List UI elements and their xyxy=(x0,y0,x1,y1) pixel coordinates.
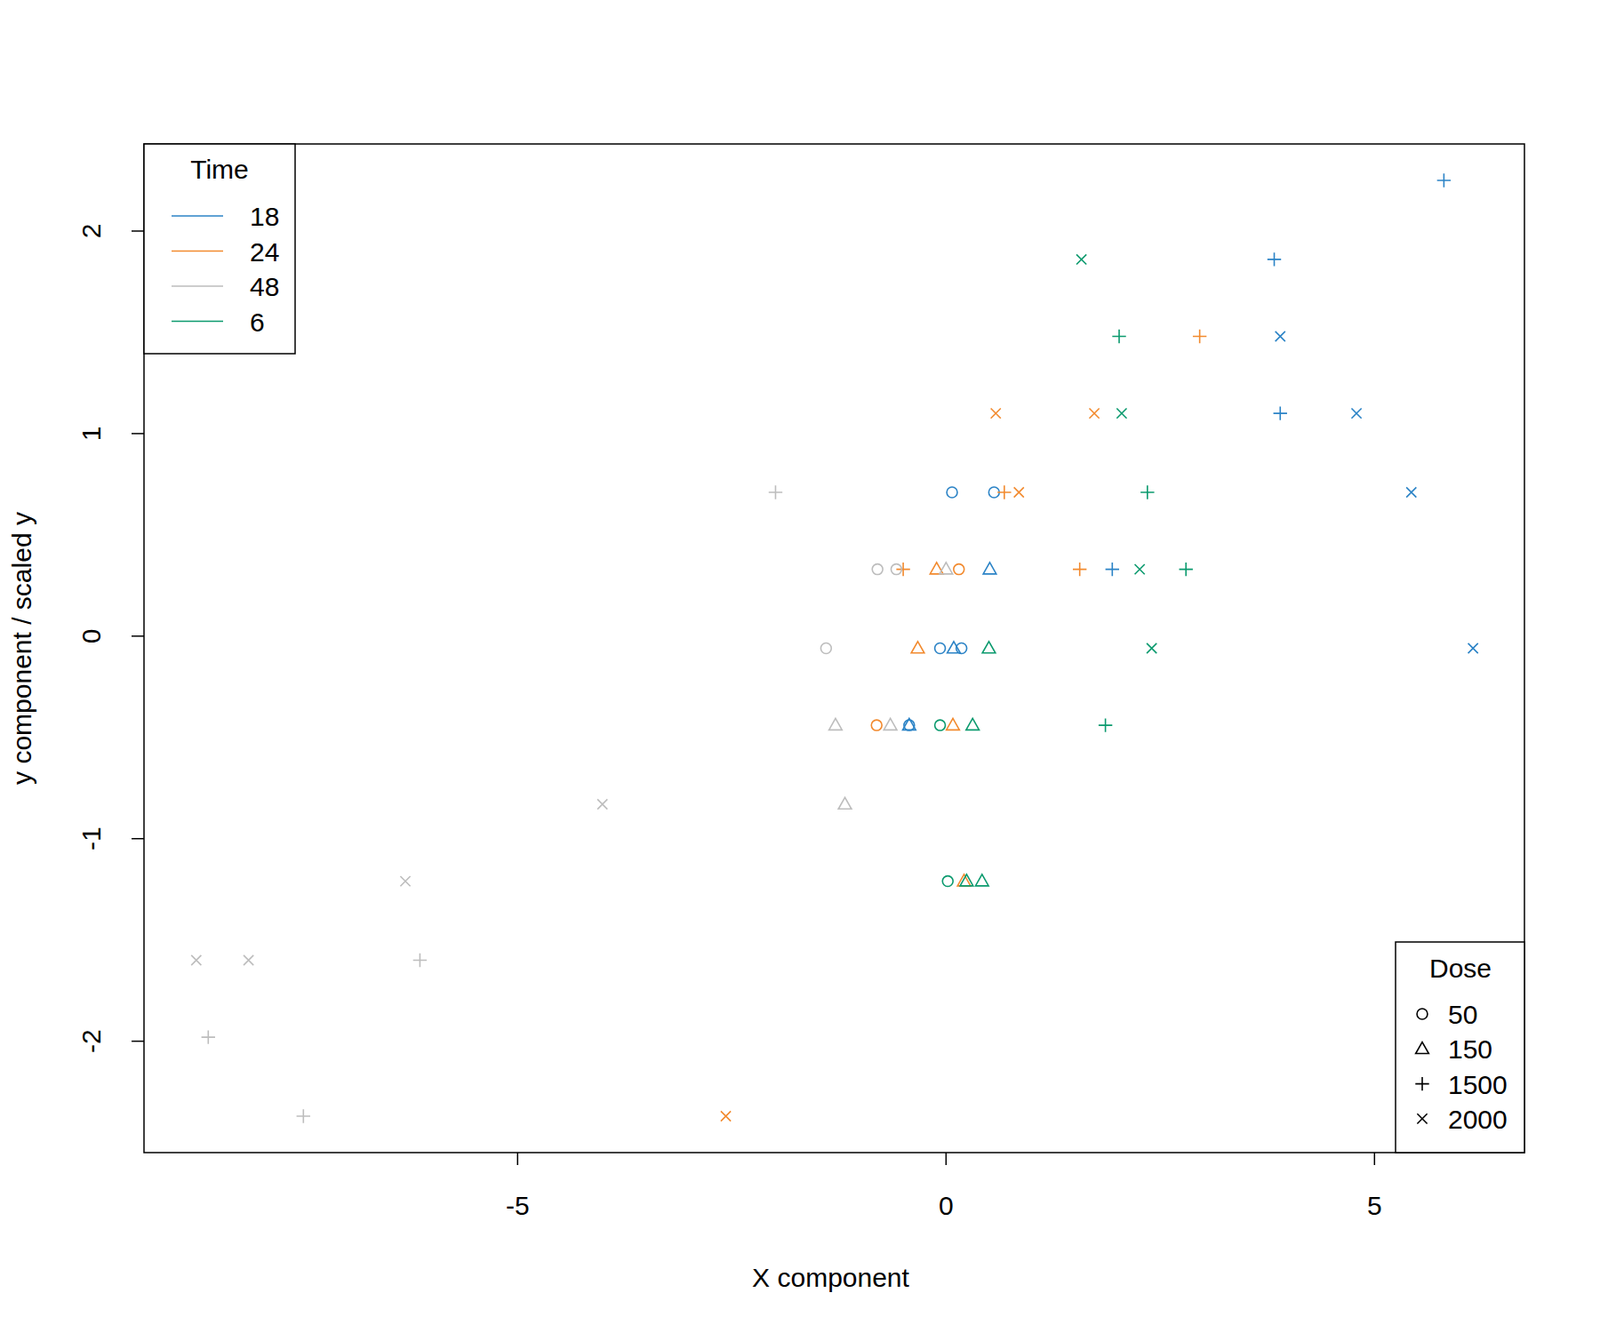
x-tick xyxy=(517,1152,520,1166)
y-tick xyxy=(131,635,144,638)
point xyxy=(982,641,996,654)
point xyxy=(953,564,965,576)
point xyxy=(946,718,960,730)
y-tick-label: 0 xyxy=(76,628,106,644)
point xyxy=(1275,331,1286,342)
point xyxy=(1273,406,1288,420)
point xyxy=(296,1109,311,1123)
point xyxy=(1105,562,1120,576)
point xyxy=(997,485,1011,499)
plot-frame xyxy=(144,144,1525,1153)
point xyxy=(413,953,427,968)
point xyxy=(1014,487,1024,497)
point xyxy=(947,641,961,654)
point xyxy=(960,874,974,887)
point xyxy=(991,408,1001,419)
point xyxy=(872,564,883,576)
y-tick xyxy=(131,432,144,435)
point xyxy=(890,564,902,576)
legend-swatch xyxy=(171,250,224,253)
y-tick xyxy=(131,1040,144,1043)
point xyxy=(829,718,843,730)
y-tick xyxy=(131,838,144,840)
point xyxy=(1192,329,1207,344)
point xyxy=(1468,643,1479,654)
legend-label: 48 xyxy=(249,272,280,302)
y-tick xyxy=(131,230,144,232)
point xyxy=(956,643,968,655)
x-tick xyxy=(1374,1152,1376,1166)
point xyxy=(597,799,608,809)
point xyxy=(975,874,989,887)
point xyxy=(935,720,946,731)
legend-box xyxy=(144,144,296,354)
y-axis-label: y component / scaled y xyxy=(7,512,37,785)
point xyxy=(1088,408,1099,419)
point xyxy=(243,955,254,966)
point xyxy=(768,485,783,499)
points xyxy=(191,173,1479,1123)
legend-swatch xyxy=(171,320,224,323)
legend-label: 24 xyxy=(249,237,280,267)
legend-marker xyxy=(1415,1077,1429,1091)
x-tick-label: -5 xyxy=(505,1191,530,1221)
legend-swatch xyxy=(171,285,224,288)
point xyxy=(1116,408,1127,419)
legend-label: 150 xyxy=(1448,1034,1493,1064)
legend-title: Time xyxy=(190,154,249,184)
point xyxy=(1135,564,1145,575)
point xyxy=(1351,408,1361,419)
point xyxy=(400,876,410,887)
point xyxy=(1112,329,1126,344)
dose-legend: Dose 50 150 1500 2000 xyxy=(1395,942,1525,1153)
point xyxy=(983,562,997,575)
legend-marker xyxy=(1416,1042,1430,1055)
legend-marker xyxy=(1416,1113,1427,1124)
legend-swatch xyxy=(171,215,224,217)
legend-label: 1500 xyxy=(1448,1070,1508,1100)
point xyxy=(966,718,980,730)
legend-label: 6 xyxy=(249,307,265,337)
point xyxy=(902,718,916,730)
point xyxy=(820,643,832,655)
point xyxy=(1146,643,1157,654)
point xyxy=(871,720,882,731)
time-legend: Time18 24 48 6 xyxy=(144,144,296,354)
legend-marker xyxy=(1416,1008,1428,1020)
x-axis-label: X component xyxy=(752,1263,910,1293)
point xyxy=(946,487,958,498)
point xyxy=(1406,487,1416,497)
legend-box xyxy=(1395,942,1525,1153)
x-tick xyxy=(945,1152,948,1166)
x-tick-label: 5 xyxy=(1367,1191,1383,1221)
point xyxy=(1140,485,1154,499)
point xyxy=(904,720,915,731)
point xyxy=(1437,173,1451,187)
y-tick-label: 2 xyxy=(76,224,106,240)
point xyxy=(720,1111,731,1121)
legend-label: 2000 xyxy=(1448,1104,1508,1135)
point xyxy=(1267,252,1281,266)
y-tick-label: -1 xyxy=(76,826,106,851)
y-tick-label: -2 xyxy=(76,1029,106,1054)
y-tick-label: 1 xyxy=(76,426,106,442)
legend-label: 50 xyxy=(1448,1000,1478,1030)
point xyxy=(1072,562,1087,576)
point xyxy=(935,643,946,655)
point xyxy=(838,797,852,809)
legend-title: Dose xyxy=(1429,953,1492,984)
point xyxy=(201,1030,216,1044)
point xyxy=(191,955,201,966)
point xyxy=(911,641,925,654)
x-tick-label: 0 xyxy=(938,1191,954,1221)
point xyxy=(942,876,953,888)
point xyxy=(1076,254,1087,264)
legend-label: 18 xyxy=(249,201,280,232)
point xyxy=(1179,562,1193,576)
point xyxy=(883,718,897,730)
chart: -5 0 5 -2 -1 0 1 2 X component y component / scal… xyxy=(0,0,1600,1333)
point xyxy=(939,562,953,575)
point xyxy=(1098,718,1112,732)
